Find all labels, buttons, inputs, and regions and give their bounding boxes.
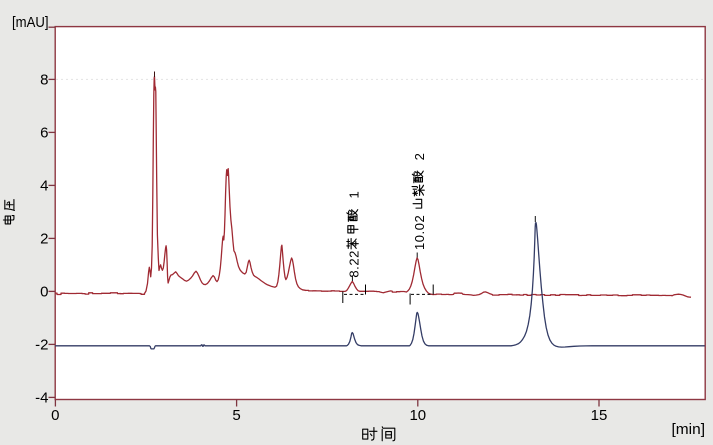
svg-text:2: 2 — [40, 231, 48, 248]
svg-text:8: 8 — [40, 72, 48, 89]
svg-text:0: 0 — [40, 284, 48, 301]
svg-text:10.02: 10.02 — [412, 215, 427, 250]
svg-text:1: 1 — [346, 191, 361, 198]
svg-text:[min]: [min] — [672, 421, 706, 438]
svg-text:10: 10 — [409, 407, 426, 424]
svg-text:-2: -2 — [35, 337, 48, 354]
svg-text:6: 6 — [40, 125, 48, 142]
svg-text:[mAU]: [mAU] — [12, 14, 49, 31]
svg-text:5: 5 — [232, 407, 240, 424]
svg-text:0: 0 — [51, 407, 59, 424]
svg-text:15: 15 — [591, 407, 608, 424]
svg-text:8.22: 8.22 — [346, 250, 361, 278]
svg-text:2: 2 — [412, 153, 427, 160]
svg-text:-4: -4 — [35, 390, 48, 407]
svg-text:4: 4 — [40, 178, 48, 195]
